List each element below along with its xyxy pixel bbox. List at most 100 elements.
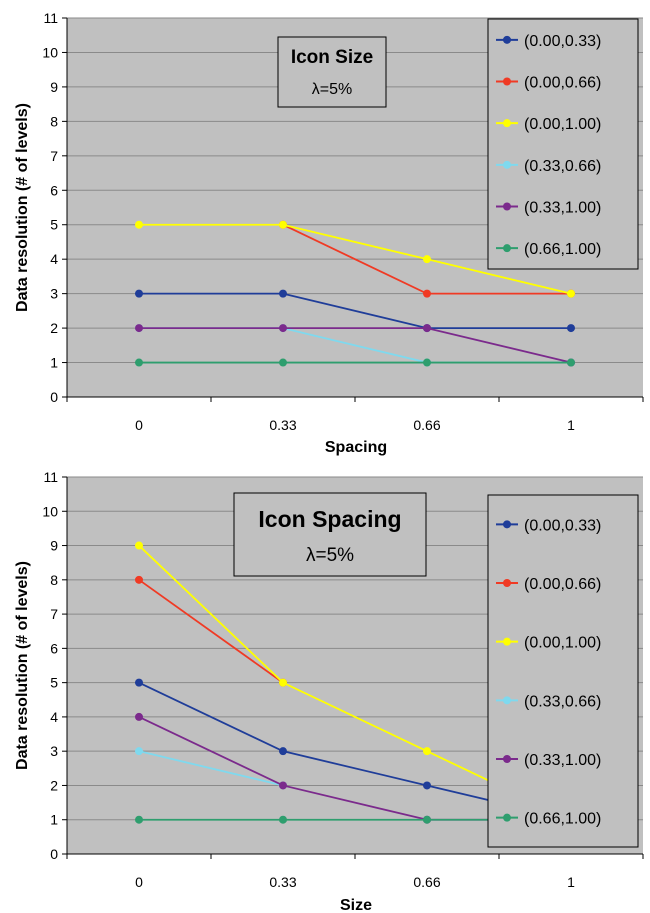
data-point bbox=[567, 289, 575, 298]
legend-label: (0.66,1.00) bbox=[524, 241, 601, 258]
legend-marker bbox=[503, 755, 511, 763]
x-tick-label: 0 bbox=[135, 417, 143, 433]
data-point bbox=[279, 815, 287, 824]
title-box bbox=[277, 36, 387, 108]
x-tick-label: 0.33 bbox=[269, 417, 296, 433]
legend-item: (0.33,0.66) bbox=[496, 693, 601, 710]
y-tick-label: 5 bbox=[50, 217, 58, 233]
legend-marker bbox=[503, 244, 511, 253]
legend-label: (0.33,1.00) bbox=[524, 752, 601, 769]
y-tick-label: 4 bbox=[50, 251, 58, 267]
legend: (0.00,0.33) (0.00,0.66) (0.00,1.00) (0.33,0… bbox=[487, 494, 639, 848]
x-tick-label: 1 bbox=[567, 417, 575, 433]
data-point bbox=[279, 678, 287, 687]
legend-marker bbox=[503, 119, 511, 128]
y-tick-label: 7 bbox=[50, 148, 58, 164]
y-tick-label: 7 bbox=[50, 606, 58, 622]
data-point bbox=[423, 815, 431, 824]
title-box bbox=[233, 492, 427, 577]
legend-item: (0.00,1.00) bbox=[496, 116, 601, 133]
legend-item: (0.00,0.33) bbox=[496, 517, 601, 534]
data-point bbox=[135, 220, 143, 229]
y-tick-label: 0 bbox=[50, 846, 58, 862]
legend-label: (0.00,0.66) bbox=[524, 75, 601, 92]
y-tick-label: 2 bbox=[50, 320, 58, 336]
data-point bbox=[135, 358, 143, 367]
legend-item: (0.66,1.00) bbox=[496, 811, 601, 828]
data-point bbox=[279, 747, 287, 756]
y-tick-label: 3 bbox=[50, 286, 58, 302]
data-point bbox=[279, 289, 287, 298]
series-line bbox=[138, 579, 284, 684]
data-point bbox=[279, 220, 287, 229]
y-tick-label: 10 bbox=[42, 44, 58, 60]
x-tick-label: 0.33 bbox=[269, 874, 296, 890]
y-tick-label: 8 bbox=[50, 113, 58, 129]
data-point bbox=[135, 575, 143, 584]
x-tick-label: 0.66 bbox=[413, 417, 440, 433]
legend-label: (0.00,0.33) bbox=[524, 517, 601, 534]
data-point bbox=[423, 358, 431, 367]
chart-title: Icon Size bbox=[291, 47, 373, 68]
y-tick-label: 9 bbox=[50, 79, 58, 95]
data-point bbox=[423, 255, 431, 264]
x-tick-label: 0 bbox=[135, 874, 143, 890]
x-axis-label: Size bbox=[340, 897, 372, 913]
x-axis-label: Spacing bbox=[325, 439, 387, 456]
data-point bbox=[279, 324, 287, 333]
legend-marker bbox=[503, 77, 511, 86]
legend-label: (0.66,1.00) bbox=[524, 811, 601, 828]
legend-box bbox=[487, 494, 639, 848]
data-point bbox=[135, 289, 143, 298]
chart-2: 0 1 2 3 4 5 6 7 8 9 10 11 0 0.33 0.66 1 Size Data resolut… bbox=[14, 469, 644, 913]
legend-item: (0.00,1.00) bbox=[496, 635, 601, 652]
data-point bbox=[135, 541, 143, 550]
y-tick-label: 6 bbox=[50, 182, 58, 198]
data-point bbox=[135, 324, 143, 333]
data-point bbox=[279, 358, 287, 367]
data-point bbox=[423, 781, 431, 790]
legend-marker bbox=[503, 637, 511, 646]
y-tick-label: 11 bbox=[43, 469, 58, 485]
y-tick-label: 11 bbox=[43, 10, 58, 26]
y-tick-label: 1 bbox=[50, 812, 58, 828]
data-point bbox=[135, 712, 143, 721]
y-axis-label: Data resolution (# of levels) bbox=[14, 103, 31, 312]
legend-marker bbox=[503, 696, 511, 705]
legend-item: (0.33,0.66) bbox=[496, 158, 601, 175]
legend-box bbox=[487, 18, 639, 270]
y-tick-label: 0 bbox=[50, 389, 58, 405]
data-point bbox=[423, 747, 431, 756]
legend-marker bbox=[503, 520, 511, 529]
legend-item: (0.33,1.00) bbox=[496, 200, 601, 217]
legend-item: (0.66,1.00) bbox=[496, 241, 601, 258]
data-point bbox=[135, 815, 143, 824]
y-tick-label: 4 bbox=[50, 709, 58, 725]
y-tick-label: 3 bbox=[50, 743, 58, 759]
y-tick-label: 5 bbox=[50, 675, 58, 691]
chart-subtitle: λ=5% bbox=[306, 545, 354, 566]
legend-label: (0.00,0.33) bbox=[524, 33, 601, 50]
legend-label: (0.00,1.00) bbox=[524, 116, 601, 133]
chart-1: 0 1 2 3 4 5 6 7 8 9 10 11 0 0.33 0.66 1 Spacing Data reso… bbox=[14, 10, 644, 456]
legend-marker bbox=[503, 579, 511, 587]
chart-title: Icon Spacing bbox=[258, 506, 401, 532]
series-3 bbox=[135, 220, 575, 298]
legend-label: (0.33,0.66) bbox=[524, 693, 601, 710]
series-6 bbox=[135, 358, 575, 367]
data-point bbox=[423, 324, 431, 333]
data-point bbox=[567, 358, 575, 367]
chart-subtitle: λ=5% bbox=[312, 81, 352, 98]
legend-label: (0.00,0.66) bbox=[524, 576, 601, 593]
legend: (0.00,0.33) (0.00,0.66) (0.00,1.00) (0.33,0… bbox=[487, 18, 639, 270]
legend-item: (0.00,0.66) bbox=[496, 75, 601, 92]
legend-label: (0.33,1.00) bbox=[524, 200, 601, 217]
legend-marker bbox=[503, 813, 511, 822]
legend-label: (0.00,1.00) bbox=[524, 635, 601, 652]
data-point bbox=[279, 781, 287, 790]
legend-item: (0.00,0.66) bbox=[496, 576, 601, 593]
y-tick-label: 8 bbox=[50, 572, 58, 588]
y-axis-label: Data resolution (# of levels) bbox=[14, 561, 31, 770]
legend-label: (0.33,0.66) bbox=[524, 158, 601, 175]
